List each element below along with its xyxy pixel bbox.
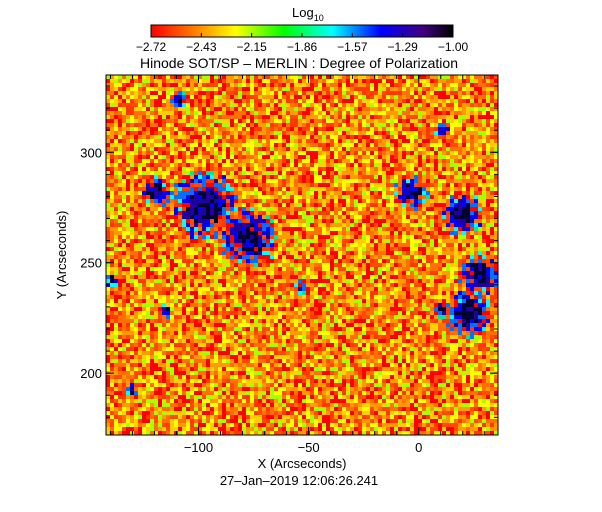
plot-frame — [105, 74, 499, 436]
colorbar-label: Log10 — [292, 5, 324, 23]
colorbar-tick-label: −2.72 — [136, 40, 167, 54]
x-tick-label: −50 — [298, 440, 320, 455]
colorbar-tick-label: −2.15 — [236, 40, 267, 54]
x-tick-label: 0 — [415, 440, 422, 455]
y-axis-label: Y (Arcseconds) — [54, 211, 69, 300]
heatmap-image — [106, 75, 498, 435]
x-tick-label: −100 — [184, 440, 213, 455]
y-tick-label: 250 — [80, 256, 102, 271]
colorbar-tick-label: −1.86 — [287, 40, 318, 54]
y-tick-label: 200 — [80, 366, 102, 381]
y-tick-label: 300 — [80, 145, 102, 160]
colorbar-tick-label: −1.57 — [337, 40, 368, 54]
colorbar-tick-label: −2.43 — [186, 40, 217, 54]
colorbar-tick-label: −1.00 — [438, 40, 469, 54]
colorbar-tick-label: −1.29 — [387, 40, 418, 54]
x-axis-label: X (Arcseconds) — [258, 456, 347, 471]
chart-title: Hinode SOT/SP – MERLIN : Degree of Polar… — [140, 55, 458, 71]
colorbar-ticks: −2.72 −2.43 −2.15 −1.86 −1.57 −1.29 −1.00 — [136, 33, 469, 54]
timestamp: 27–Jan–2019 12:06:26.241 — [220, 473, 378, 488]
